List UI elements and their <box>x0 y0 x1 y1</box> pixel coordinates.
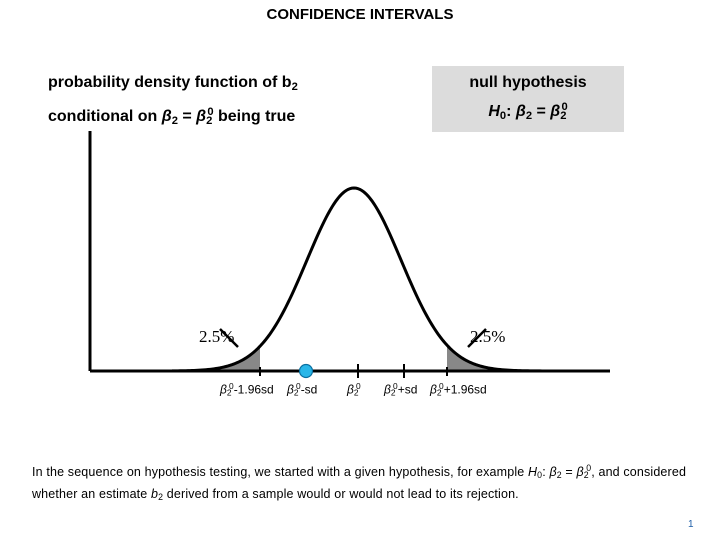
left-pct-pointer <box>219 328 239 348</box>
null-hypothesis-heading: null hypothesis <box>469 74 587 91</box>
pdf-label-line2: conditional on β2 = β20 being true <box>48 105 296 127</box>
null-hypothesis-box: null hypothesis H0: β2 = β20 <box>432 66 624 132</box>
pdf-label: probability density function of b2 condi… <box>48 70 298 134</box>
slide-title: CONFIDENCE INTERVALS <box>266 6 454 23</box>
tick-label-plus-1-96sd: β20+1.96sd <box>430 381 487 398</box>
null-hypothesis-text: null hypothesis H0: β2 = β20 <box>432 70 624 129</box>
page-number: 1 <box>688 519 694 530</box>
left-tail-shaded-area <box>180 346 260 371</box>
null-hypothesis-formula: H0: β2 = β20 <box>488 101 568 122</box>
left-tail-percent: 2.5% <box>199 327 235 346</box>
tick-label-minus-1-96sd: β20-1.96sd <box>220 381 274 398</box>
pdf-label-line1: probability density function of b2 <box>48 74 298 93</box>
tick-label-center: β20 <box>347 381 361 398</box>
explanation-text: In the sequence on hypothesis testing, w… <box>32 463 687 503</box>
pdf-curve <box>171 186 548 373</box>
right-pct-pointer <box>467 328 487 348</box>
right-tail-shaded-area <box>447 345 530 371</box>
tick-label-plus-sd: β20+sd <box>384 381 418 398</box>
right-tail-percent: 2.5% <box>470 327 506 346</box>
tick-label-minus-sd: β20-sd <box>287 381 318 398</box>
estimate-marker <box>298 363 314 379</box>
